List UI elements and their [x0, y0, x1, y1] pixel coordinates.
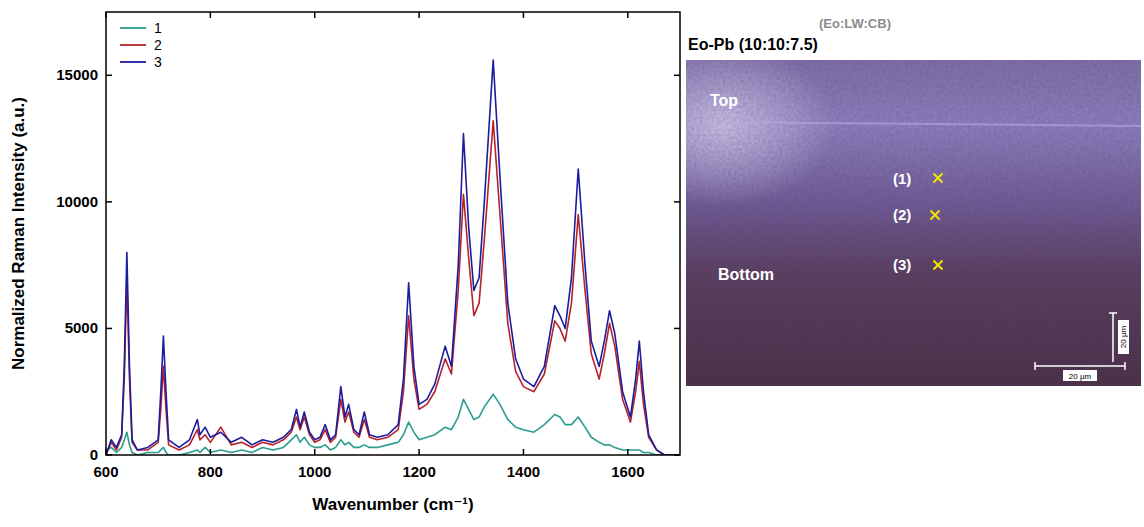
- point-marker: [934, 261, 943, 270]
- x-tick-label: 1000: [298, 463, 331, 480]
- x-tick: [523, 449, 525, 455]
- y-tick-label: 10000: [56, 193, 98, 210]
- y-tick: [106, 201, 112, 203]
- scale-bar-v: [1112, 313, 1114, 362]
- x-tick-top: [418, 12, 420, 18]
- scale-bar-cap: [1034, 362, 1036, 370]
- image-subtitle: (Eo:LW:CB): [819, 16, 891, 31]
- micrograph: [686, 60, 1141, 386]
- x-tick: [210, 449, 212, 455]
- y-tick-right: [674, 201, 680, 203]
- point-label: (2): [893, 206, 911, 223]
- y-tick-right: [674, 454, 680, 456]
- x-tick: [105, 449, 107, 455]
- x-tick-label: 800: [198, 463, 223, 480]
- scale-bar-label: 20 µm: [1119, 325, 1128, 348]
- legend-swatch: [120, 44, 146, 46]
- y-axis-title: Normalized Raman Intensity (a.u.): [9, 97, 28, 370]
- point-marker: [934, 174, 943, 183]
- x-tick-top: [523, 12, 525, 18]
- x-tick-label: 600: [93, 463, 118, 480]
- scale-bar-h: [1035, 365, 1125, 367]
- legend-label: 1: [154, 20, 162, 36]
- x-tick: [627, 449, 629, 455]
- scale-label-bg: [1118, 320, 1129, 354]
- point-label: (1): [893, 170, 911, 187]
- legend-label: 2: [154, 37, 162, 53]
- scale-bar-label: 20 µm: [1069, 372, 1092, 381]
- y-tick-label: 0: [90, 446, 98, 463]
- x-axis-title: Wavenumber (cm⁻¹): [312, 495, 473, 514]
- x-tick-label: 1600: [611, 463, 644, 480]
- micrograph-glow: [686, 60, 1141, 386]
- x-tick-label: 1400: [507, 463, 540, 480]
- y-tick: [106, 75, 112, 77]
- legend-swatch: [120, 61, 146, 63]
- region-label: Top: [710, 92, 738, 109]
- y-tick: [106, 328, 112, 330]
- x-tick-top: [627, 12, 629, 18]
- x-tick-top: [105, 12, 107, 18]
- spectrum-line: [106, 60, 680, 455]
- spectrum-line: [106, 394, 680, 455]
- plot-frame: [106, 12, 680, 455]
- point-label: (3): [893, 256, 911, 273]
- micrograph-texture: [686, 60, 1141, 386]
- figure: 600 800 1000 1200 1400 1600 0 5000 10000 15000 Wav…: [0, 0, 1144, 527]
- series-group: [106, 60, 680, 455]
- x-tick-top: [314, 12, 316, 18]
- spectrum-line: [106, 121, 680, 455]
- x-tick: [418, 449, 420, 455]
- region-label: Bottom: [718, 266, 774, 283]
- image-title: Eo-Pb (10:10:7.5): [688, 36, 818, 53]
- y-tick-right: [674, 328, 680, 330]
- x-tick: [314, 449, 316, 455]
- legend-label: 3: [154, 54, 162, 70]
- point-marker: [931, 211, 940, 220]
- scale-label-bg: [1063, 370, 1097, 381]
- scale-bar-cap: [1109, 312, 1117, 314]
- layer-edge: [706, 122, 1141, 126]
- y-tick-right: [674, 75, 680, 77]
- scale-bar-cap: [1124, 362, 1126, 370]
- y-tick-label: 15000: [56, 66, 98, 83]
- x-tick-label: 1200: [402, 463, 435, 480]
- x-tick-top: [210, 12, 212, 18]
- legend-swatch: [120, 27, 146, 29]
- y-tick-label: 5000: [65, 319, 98, 336]
- y-tick: [106, 454, 112, 456]
